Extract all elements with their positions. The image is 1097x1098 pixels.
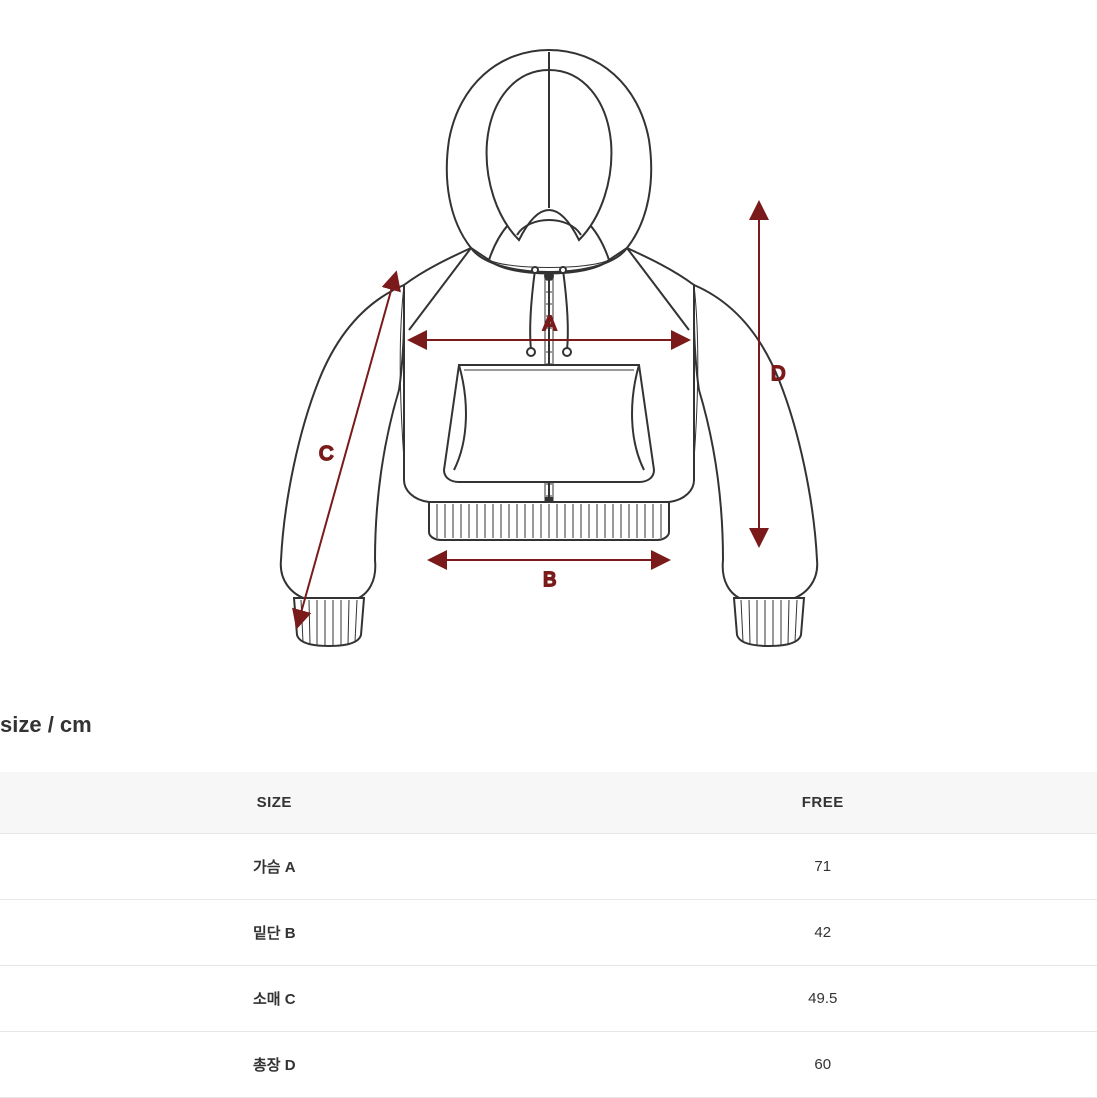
row-value: 49.5 (549, 966, 1097, 1032)
row-label: 총장 D (0, 1032, 549, 1098)
table-header-row: SIZE FREE (0, 772, 1097, 834)
row-value: 60 (549, 1032, 1097, 1098)
row-label: 가슴 A (0, 834, 549, 900)
table-row: 소매 C 49.5 (0, 966, 1097, 1032)
table-row: 총장 D 60 (0, 1032, 1097, 1098)
dim-label-a: A (543, 313, 557, 335)
right-cuff (734, 598, 804, 646)
table-row: 밑단 B 42 (0, 900, 1097, 966)
dim-label-d: D (771, 363, 785, 385)
dim-label-c: C (319, 443, 333, 465)
row-label: 밑단 B (0, 900, 549, 966)
row-value: 71 (549, 834, 1097, 900)
col-free: FREE (549, 772, 1097, 834)
hem-ribbing (429, 502, 669, 540)
hoodie-diagram-svg: A B C D (199, 30, 899, 670)
col-size: SIZE (0, 772, 549, 834)
size-heading: size / cm (0, 712, 92, 738)
garment-diagram: A B C D (0, 30, 1097, 670)
hood-outline (446, 50, 650, 260)
left-sleeve (280, 285, 403, 600)
dim-label-b: B (543, 569, 556, 591)
row-label: 소매 C (0, 966, 549, 1032)
table-row: 가슴 A 71 (0, 834, 1097, 900)
left-cuff (294, 598, 364, 646)
right-sleeve (694, 285, 817, 600)
row-value: 42 (549, 900, 1097, 966)
size-table: SIZE FREE 가슴 A 71 밑단 B 42 소매 C 49.5 총장 D… (0, 772, 1097, 1098)
pocket-outline (444, 365, 654, 482)
